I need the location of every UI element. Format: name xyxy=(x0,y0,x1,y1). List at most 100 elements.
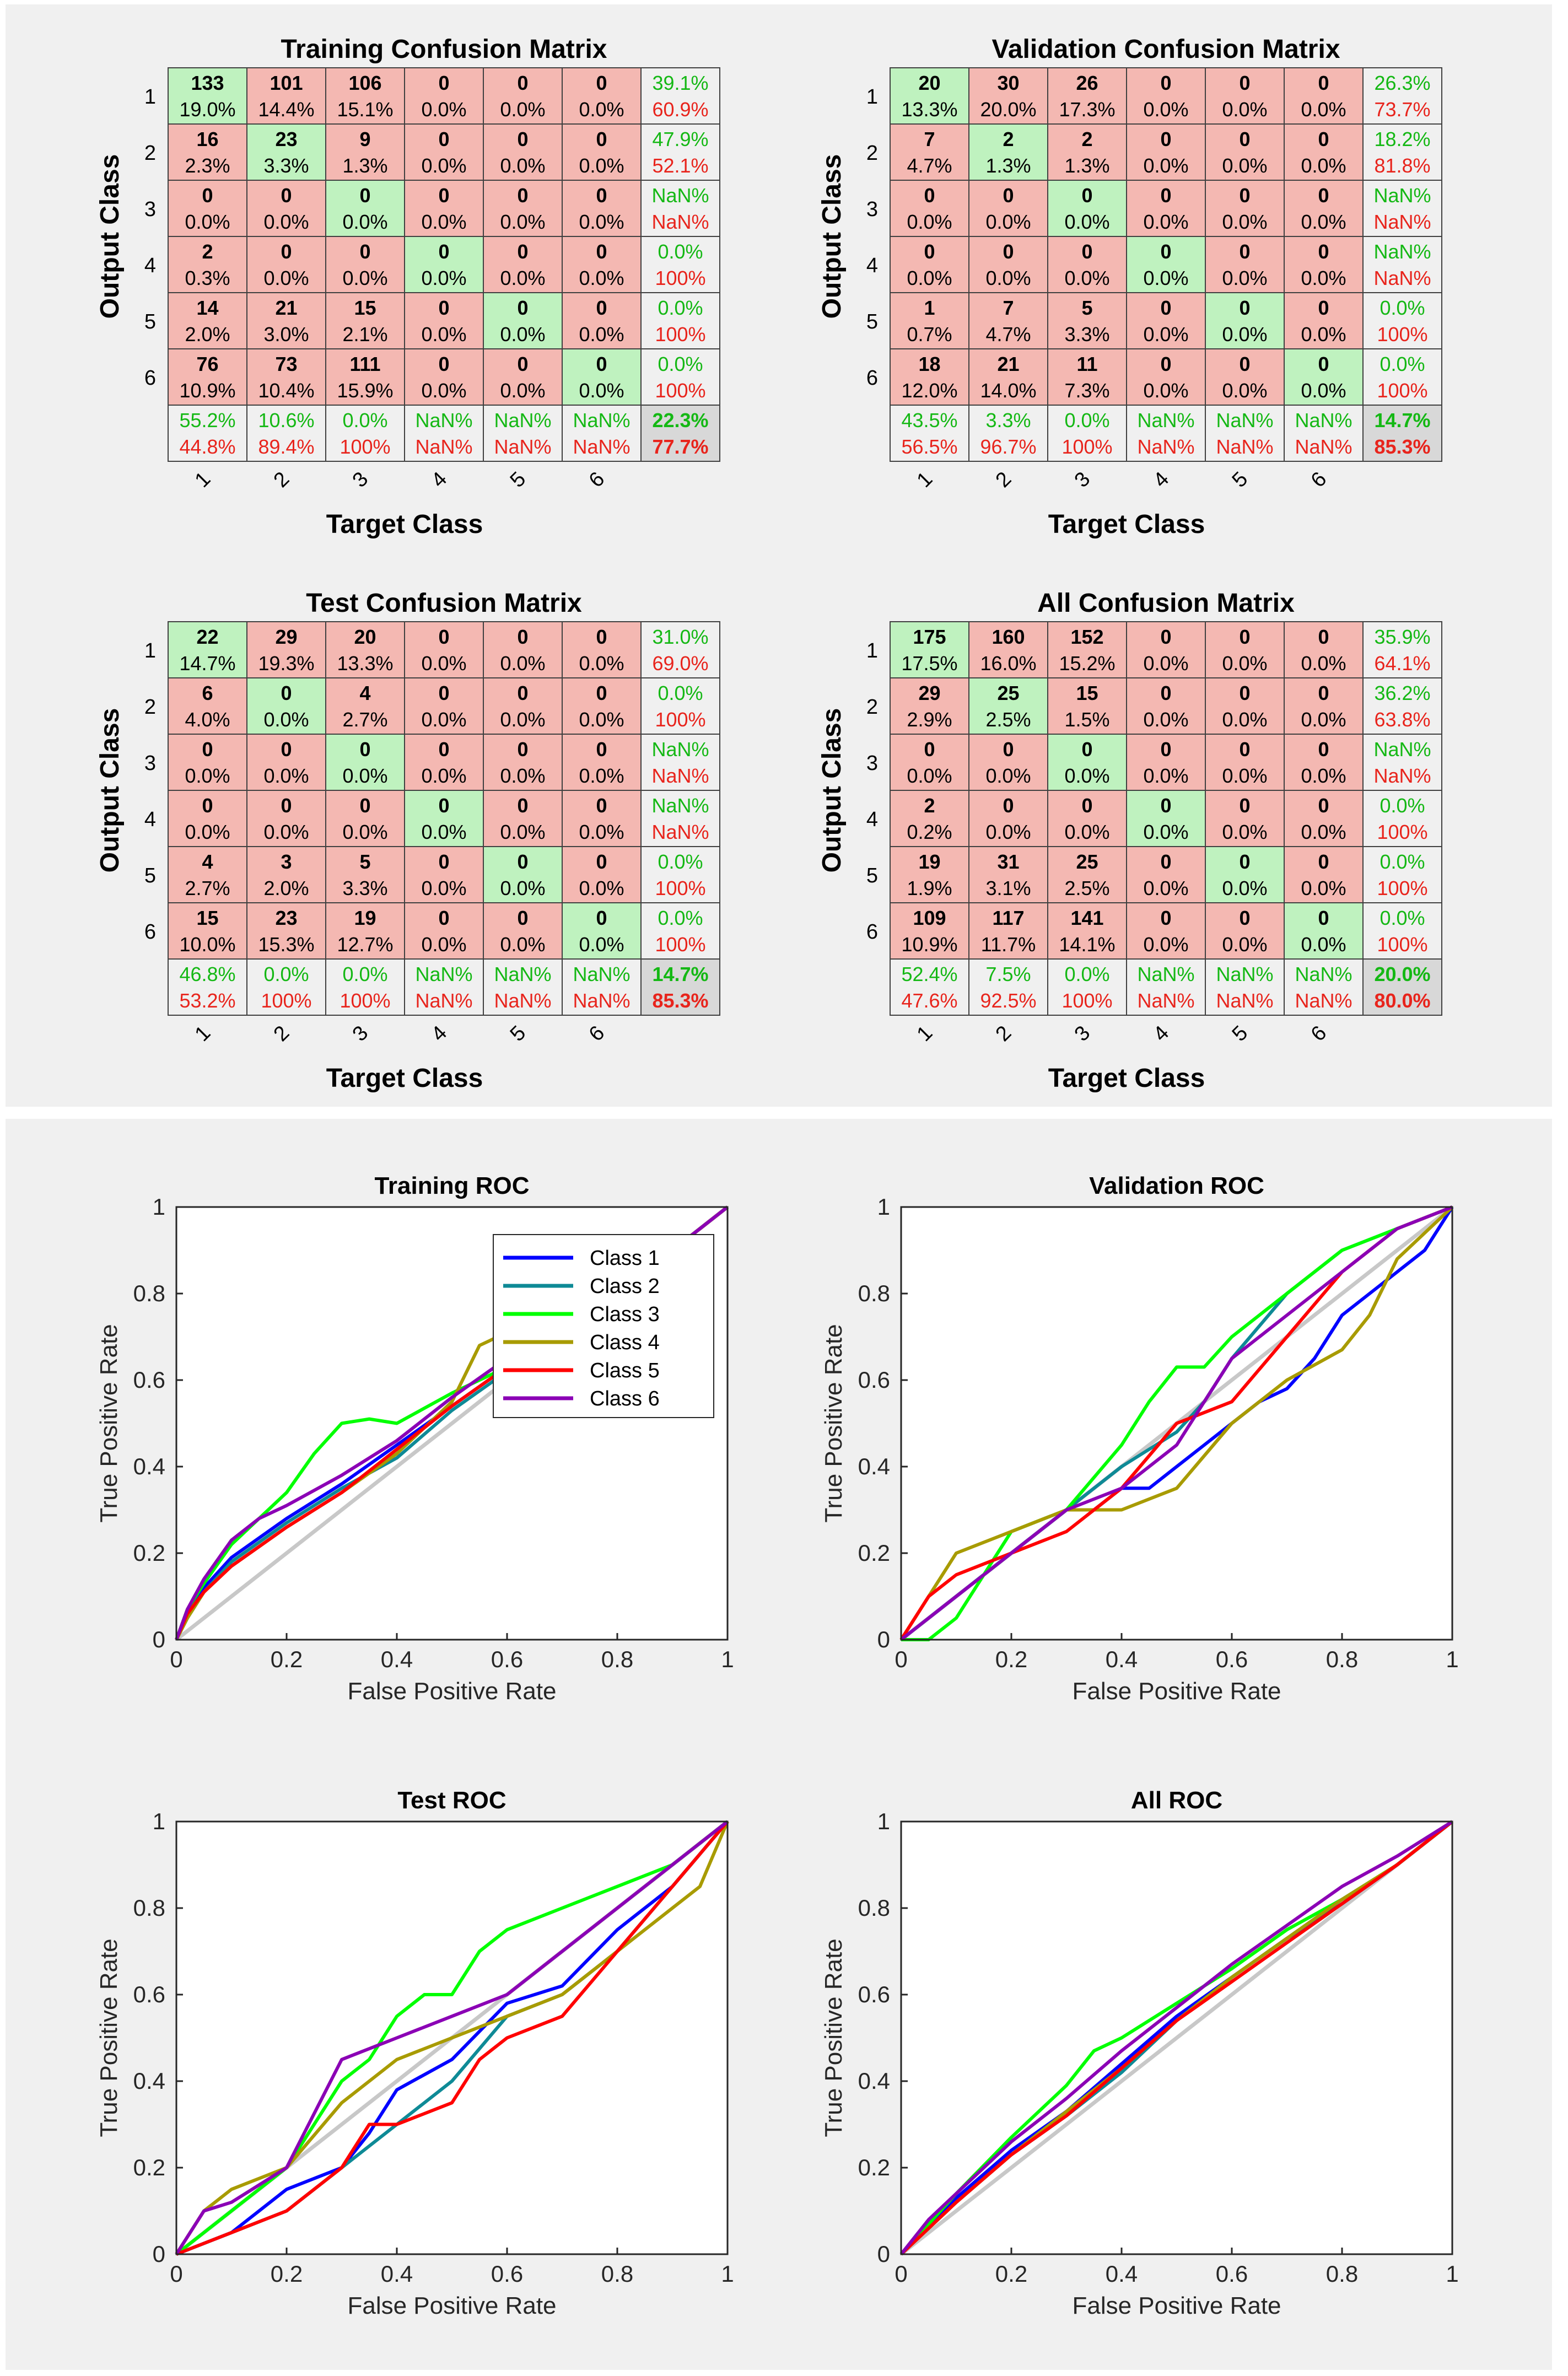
cm-summary-wrong: 100% xyxy=(1062,435,1112,458)
roc-xtick-label: 0.2 xyxy=(995,2261,1027,2287)
cm-cell-pct: 0.0% xyxy=(421,708,466,731)
cm-cell xyxy=(1205,180,1285,237)
cm-cell xyxy=(168,902,247,960)
cm-cell-count: 0 xyxy=(596,184,607,207)
cm-cell-pct: 2.1% xyxy=(342,323,387,346)
cm-cell-pct: 0.0% xyxy=(500,764,545,787)
cm-cell xyxy=(1362,348,1442,406)
roc-xtick-label: 0 xyxy=(895,1646,907,1672)
cm-summary-correct: 18.2% xyxy=(1374,128,1430,150)
roc-xtick-label: 0.8 xyxy=(1326,1646,1358,1672)
cm-cell xyxy=(640,902,720,960)
cm-cell-pct: 0.0% xyxy=(1301,379,1346,402)
cm-cell-pct: 20.0% xyxy=(980,98,1036,121)
cm-summary-wrong: NaN% xyxy=(651,211,709,233)
roc-xtick-label: 1 xyxy=(721,2261,734,2287)
cm-cell xyxy=(640,621,720,678)
roc-legend-label: Class 4 xyxy=(590,1331,660,1354)
cm-cell-pct: 0.0% xyxy=(342,821,387,843)
cm-row-tick: 6 xyxy=(866,920,878,944)
cm-cell-pct: 0.0% xyxy=(1143,764,1188,787)
cm-cell-pct: 14.7% xyxy=(179,652,235,675)
cm-cell-count: 2 xyxy=(1081,128,1092,150)
cm-cell xyxy=(1284,958,1364,1016)
cm-cell xyxy=(1362,677,1442,735)
cm-cell-pct: 10.9% xyxy=(901,933,957,956)
cm-cell-pct: 1.3% xyxy=(342,154,387,177)
cm-cell-pct: 14.0% xyxy=(980,379,1036,402)
roc-series-line-class-6 xyxy=(899,1820,1453,2255)
cm-cell xyxy=(325,67,405,125)
roc-series-line-class-4 xyxy=(175,1820,729,2255)
cm-cell-pct: 0.0% xyxy=(579,154,624,177)
cm-cell-count: 0 xyxy=(596,72,607,94)
cm-cell-count: 133 xyxy=(191,72,224,94)
cm-col-tick: 5 xyxy=(1228,1021,1253,1046)
cm-cell-count: 0 xyxy=(1318,626,1329,648)
cm-cell-pct: 14.4% xyxy=(258,98,314,121)
cm-cell-count: 0 xyxy=(1160,794,1171,817)
cm-cell-count: 0 xyxy=(202,738,213,761)
cm-cell-pct: 0.0% xyxy=(985,211,1031,233)
cm-cell xyxy=(325,123,405,181)
cm-summary-wrong: 100% xyxy=(1377,933,1427,956)
cm-cell xyxy=(968,846,1048,903)
cm-summary-correct: 0.0% xyxy=(263,963,309,985)
cm-summary-wrong: 47.6% xyxy=(901,989,957,1012)
cm-cell xyxy=(640,790,720,847)
roc-xtick-label: 0.2 xyxy=(995,1646,1027,1672)
cm-cell-count: 73 xyxy=(275,353,297,375)
cm-summary-wrong: 77.7% xyxy=(652,435,708,458)
cm-cell-pct: 0.0% xyxy=(500,708,545,731)
cm-cell xyxy=(1126,292,1206,349)
cm-col-tick: 6 xyxy=(1307,1021,1332,1046)
cm-col-tick: 1 xyxy=(913,1021,937,1046)
roc-xtick-label: 0.2 xyxy=(271,1646,303,1672)
cm-summary-wrong: 81.8% xyxy=(1374,154,1430,177)
cm-cell-count: 0 xyxy=(438,626,449,648)
cm-cell-count: 0 xyxy=(438,738,449,761)
cm-cell-pct: 15.9% xyxy=(337,379,393,402)
cm-cell-pct: 0.0% xyxy=(1222,877,1267,899)
cm-cell-pct: 0.0% xyxy=(421,98,466,121)
cm-summary-wrong: NaN% xyxy=(415,989,472,1012)
roc-ytick-label: 0.2 xyxy=(858,2154,890,2180)
cm-cell xyxy=(890,348,969,406)
roc-xtick-label: 0.8 xyxy=(601,2261,633,2287)
cm-cell-pct: 0.0% xyxy=(342,764,387,787)
cm-cell-count: 0 xyxy=(517,353,528,375)
cm-col-tick: 2 xyxy=(992,1021,1016,1046)
cm-cell-count: 0 xyxy=(596,682,607,704)
cm-row-tick: 2 xyxy=(144,142,156,165)
cm-cell xyxy=(1362,292,1442,349)
cm-cell-count: 0 xyxy=(596,297,607,319)
cm-cell xyxy=(1284,902,1364,960)
cm-cell-count: 0 xyxy=(438,850,449,873)
roc-ytick-label: 0.8 xyxy=(133,1895,165,1921)
cm-cell xyxy=(246,348,326,406)
cm-cell-count: 0 xyxy=(1239,794,1250,817)
cm-summary-wrong: NaN% xyxy=(651,764,709,787)
cm-cell-count: 3 xyxy=(281,850,292,873)
roc-series-line-class-4 xyxy=(899,1205,1454,1641)
cm-cell-count: 0 xyxy=(596,128,607,150)
cm-cell-count: 0 xyxy=(517,850,528,873)
cm-cell xyxy=(1126,405,1206,462)
roc-xlabel: False Positive Rate xyxy=(347,2292,556,2319)
cm-cell-count: 0 xyxy=(1160,738,1171,761)
cm-cell-count: 31 xyxy=(997,850,1019,873)
cm-summary-correct: 14.7% xyxy=(652,963,708,985)
cm-cell-count: 0 xyxy=(281,184,292,207)
cm-cell-pct: 17.5% xyxy=(901,652,957,675)
cm-cell xyxy=(325,846,405,903)
cm-summary-correct: NaN% xyxy=(1295,963,1352,985)
cm-cell-count: 9 xyxy=(359,128,370,150)
roc-axes-frame xyxy=(900,1820,1453,2255)
cm-cell xyxy=(890,405,969,462)
cm-cell xyxy=(246,958,326,1016)
cm-cell-count: 0 xyxy=(1081,184,1092,207)
cm-row-tick: 3 xyxy=(144,198,156,221)
cm-cell-count: 14 xyxy=(196,297,218,319)
cm-summary-wrong: NaN% xyxy=(1373,211,1431,233)
